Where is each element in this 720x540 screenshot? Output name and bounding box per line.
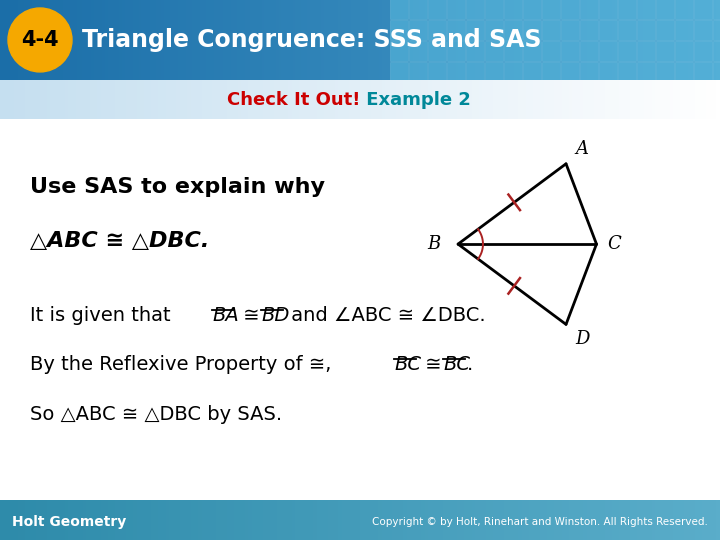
Text: Triangle Congruence: SSS and SAS: Triangle Congruence: SSS and SAS	[82, 28, 541, 52]
Text: and ∠​ABC ≅ ∠DBC.: and ∠​ABC ≅ ∠DBC.	[285, 306, 485, 325]
Bar	[618, 20, 636, 40]
Bar	[504, 41, 522, 61]
Bar	[542, 41, 560, 61]
Bar	[713, 62, 720, 82]
Text: D: D	[576, 330, 590, 348]
Text: BC: BC	[394, 355, 421, 374]
Bar	[561, 20, 579, 40]
Bar	[428, 0, 446, 19]
Bar	[466, 20, 484, 40]
Text: ≅: ≅	[419, 355, 448, 374]
Bar	[485, 62, 503, 82]
Bar	[561, 62, 579, 82]
Bar	[675, 0, 693, 19]
Bar	[561, 0, 579, 19]
Bar	[656, 20, 674, 40]
Bar	[694, 41, 712, 61]
Bar	[485, 20, 503, 40]
Bar	[409, 62, 427, 82]
Bar	[675, 62, 693, 82]
Text: Use SAS to explain why: Use SAS to explain why	[30, 177, 325, 197]
Text: A: A	[576, 140, 589, 158]
Bar	[390, 20, 408, 40]
Bar	[656, 0, 674, 19]
Bar	[542, 0, 560, 19]
Bar	[485, 0, 503, 19]
Text: BA: BA	[212, 306, 239, 325]
Bar	[580, 62, 598, 82]
Text: C: C	[608, 235, 621, 253]
Bar	[637, 20, 655, 40]
Bar	[656, 62, 674, 82]
Bar	[485, 41, 503, 61]
Bar	[599, 0, 617, 19]
Bar	[428, 20, 446, 40]
Bar	[523, 41, 541, 61]
Text: 4-4: 4-4	[21, 30, 59, 50]
Bar	[713, 0, 720, 19]
Bar	[637, 41, 655, 61]
Bar	[504, 62, 522, 82]
Bar	[447, 62, 465, 82]
Bar	[656, 41, 674, 61]
Bar	[504, 0, 522, 19]
Bar	[409, 20, 427, 40]
Bar	[466, 41, 484, 61]
Text: .: .	[467, 355, 473, 374]
Bar	[390, 62, 408, 82]
Text: Holt Geometry: Holt Geometry	[12, 515, 126, 529]
Bar	[390, 41, 408, 61]
Bar	[428, 62, 446, 82]
Text: It is given that: It is given that	[30, 306, 177, 325]
Bar	[523, 0, 541, 19]
Bar	[618, 41, 636, 61]
Text: △​ABC ≅ △​DBC.: △​ABC ≅ △​DBC.	[30, 231, 210, 251]
Bar	[580, 20, 598, 40]
Bar	[618, 0, 636, 19]
Bar	[675, 20, 693, 40]
Bar	[599, 20, 617, 40]
Bar	[466, 0, 484, 19]
Bar	[504, 20, 522, 40]
Text: ≅: ≅	[237, 306, 266, 325]
Bar	[390, 0, 408, 19]
Bar	[466, 62, 484, 82]
Bar	[713, 41, 720, 61]
Bar	[523, 62, 541, 82]
Bar	[447, 0, 465, 19]
Text: Check It Out!: Check It Out!	[227, 91, 360, 109]
Bar	[409, 41, 427, 61]
Bar	[599, 62, 617, 82]
Bar	[542, 62, 560, 82]
Text: Copyright © by Holt, Rinehart and Winston. All Rights Reserved.: Copyright © by Holt, Rinehart and Winsto…	[372, 517, 708, 527]
Text: B: B	[427, 235, 440, 253]
Bar	[675, 41, 693, 61]
Bar	[523, 20, 541, 40]
Text: BD: BD	[261, 306, 289, 325]
Bar	[694, 0, 712, 19]
Bar	[618, 62, 636, 82]
Bar	[599, 41, 617, 61]
Bar	[637, 62, 655, 82]
Bar	[447, 41, 465, 61]
Bar	[561, 41, 579, 61]
Text: Example 2: Example 2	[360, 91, 471, 109]
Circle shape	[8, 8, 72, 72]
Bar	[542, 20, 560, 40]
Bar	[713, 20, 720, 40]
Text: By the Reflexive Property of ≅,: By the Reflexive Property of ≅,	[30, 355, 338, 374]
Bar	[694, 20, 712, 40]
Bar	[580, 0, 598, 19]
Bar	[580, 41, 598, 61]
Bar	[428, 41, 446, 61]
Text: BC: BC	[443, 355, 470, 374]
Bar	[694, 62, 712, 82]
Bar	[637, 0, 655, 19]
Text: So △​ABC ≅ △​DBC by SAS.: So △​ABC ≅ △​DBC by SAS.	[30, 404, 282, 423]
Bar	[447, 20, 465, 40]
Bar	[409, 0, 427, 19]
